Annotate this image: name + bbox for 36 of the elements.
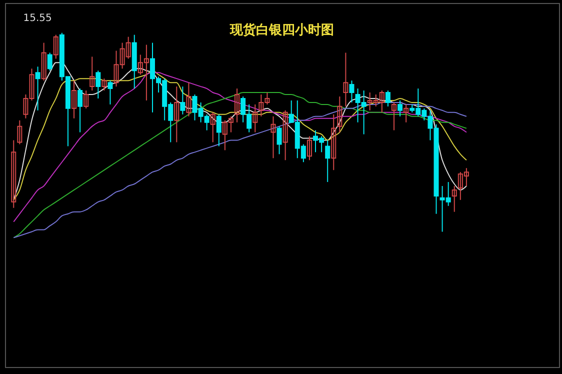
candlestick <box>349 80 354 103</box>
candlestick <box>180 86 186 115</box>
candlestick <box>325 140 330 183</box>
candlestick <box>35 66 40 111</box>
candlestick <box>252 104 258 133</box>
candlestick <box>84 90 89 109</box>
candlestick <box>398 100 403 117</box>
candlestick <box>72 80 76 119</box>
candlestick <box>452 185 457 212</box>
candlestick <box>17 120 22 145</box>
candlestick <box>337 96 342 133</box>
candlestick <box>53 34 58 60</box>
chart-title: 现货白银四小时图 <box>229 22 334 38</box>
candlestick <box>392 102 396 131</box>
candlestick <box>96 70 101 99</box>
candlestick <box>90 56 95 92</box>
candlestick <box>78 88 83 133</box>
candlestick <box>234 88 240 123</box>
candlestick <box>306 136 312 161</box>
candlestick <box>102 78 107 92</box>
candlestick <box>276 126 282 155</box>
candlestick <box>282 110 288 161</box>
candlestick <box>210 112 216 143</box>
candlestick <box>331 114 336 171</box>
candlestick <box>174 86 180 143</box>
candlestick <box>47 52 52 72</box>
candlestick <box>186 82 192 117</box>
candlestick <box>385 90 390 107</box>
candlestick <box>41 42 46 82</box>
candlestick <box>108 80 113 105</box>
candlestick <box>216 114 222 147</box>
candlestick <box>270 116 276 159</box>
text: 15.55 <box>23 12 52 24</box>
candlestick <box>11 140 16 208</box>
candlestick <box>404 104 409 123</box>
candlestick <box>343 52 348 107</box>
